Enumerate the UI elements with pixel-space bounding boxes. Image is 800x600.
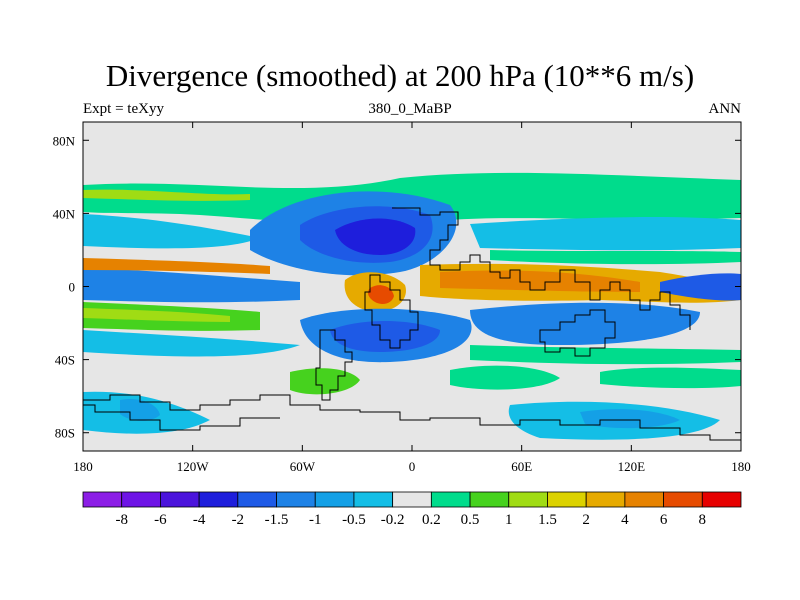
field-band-northmid-green-east bbox=[490, 250, 741, 265]
colorbar-label: -8 bbox=[115, 512, 128, 528]
field-band-indian-negative bbox=[470, 302, 700, 345]
colorbar-label: -0.2 bbox=[381, 512, 405, 528]
colorbar-swatch bbox=[82, 491, 123, 508]
coastline-africa bbox=[364, 274, 419, 349]
colorbar-swatch bbox=[237, 491, 277, 508]
colorbar-swatch bbox=[392, 491, 432, 508]
field-band-northmid-negative bbox=[83, 214, 260, 249]
lon-tick-label: 180 bbox=[731, 459, 751, 474]
field-blob-southmid-green bbox=[290, 368, 360, 395]
colorbar: -8 -6 -4 -2 -1.5 -1 -0.5 -0.2 0.2 0.5 1 1.5 2 4 6 8 bbox=[82, 491, 742, 528]
lon-tick-label: 0 bbox=[409, 459, 416, 474]
field-blob-southmid-green-center bbox=[450, 365, 560, 390]
colorbar-label: -1 bbox=[309, 512, 322, 528]
colorbar-swatch bbox=[701, 491, 742, 508]
colorbar-label: 4 bbox=[621, 512, 629, 528]
colorbar-label: -0.5 bbox=[342, 512, 366, 528]
field-band-southsub-negative bbox=[83, 330, 300, 357]
field-band-equatorial-negative bbox=[83, 268, 300, 303]
lat-tick-label: 0 bbox=[69, 280, 76, 295]
coastline-southamerica bbox=[315, 329, 353, 401]
colorbar-swatch bbox=[314, 491, 355, 508]
experiment-label: Expt = teXyy bbox=[83, 101, 164, 117]
field-blob-africa-positive-core bbox=[367, 285, 394, 304]
colorbar-swatch bbox=[508, 491, 548, 508]
field-blob-southmid-green-east bbox=[600, 367, 741, 389]
colorbar-label: 8 bbox=[699, 512, 707, 528]
colorbar-label: -6 bbox=[154, 512, 167, 528]
axis-ticks: 180 120W 60W 0 60E 120E 180 80N 40N 0 40S 80S bbox=[53, 122, 751, 474]
lat-tick-label: 80S bbox=[55, 426, 75, 441]
colorbar-label: -1.5 bbox=[265, 512, 289, 528]
colorbar-label: -2 bbox=[232, 512, 245, 528]
field-band-north-yellowgreen bbox=[83, 189, 250, 201]
colorbar-label: -4 bbox=[193, 512, 206, 528]
colorbar-label: 0.5 bbox=[461, 512, 480, 528]
field-blob-antarctic-east-strong bbox=[580, 409, 680, 429]
field-band-northmid-negative-east bbox=[470, 217, 741, 251]
field-band-indian-positive bbox=[470, 345, 741, 365]
colorbar-label: 6 bbox=[660, 512, 668, 528]
coastline-eurasia bbox=[392, 207, 691, 330]
lat-tick-label: 80N bbox=[53, 133, 76, 148]
colorbar-label: 1.5 bbox=[538, 512, 557, 528]
field-band-southsub-yellow bbox=[83, 308, 230, 322]
lat-tick-label: 40S bbox=[55, 353, 75, 368]
divergence-field bbox=[83, 122, 741, 451]
time-label: 380_0_MaBP bbox=[368, 101, 452, 117]
coastlines bbox=[83, 207, 741, 441]
colorbar-swatch bbox=[469, 491, 510, 508]
field-blob-atlantic-core bbox=[335, 218, 416, 255]
field-band-equatorial-positive-west bbox=[83, 258, 270, 274]
lon-tick-label: 120W bbox=[177, 459, 210, 474]
coastline-antarctica bbox=[83, 394, 741, 441]
colorbar-swatch bbox=[547, 491, 587, 508]
colorbar-label: 2 bbox=[582, 512, 590, 528]
lat-tick-label: 40N bbox=[53, 206, 76, 221]
colorbar-swatch bbox=[663, 491, 703, 508]
coastline-australia bbox=[539, 309, 616, 357]
season-label: ANN bbox=[708, 101, 742, 117]
colorbar-swatch bbox=[121, 491, 161, 508]
field-band-pacific-negative-east bbox=[660, 273, 741, 301]
colorbar-swatch bbox=[198, 491, 239, 508]
colorbar-swatch bbox=[276, 491, 316, 508]
colorbar-swatch bbox=[353, 491, 394, 508]
colorbar-label: 0.2 bbox=[422, 512, 441, 528]
coastline-northamerica bbox=[83, 404, 280, 431]
lon-tick-label: 60W bbox=[290, 459, 316, 474]
lon-tick-label: 120E bbox=[618, 459, 646, 474]
colorbar-swatch bbox=[160, 491, 200, 508]
lon-tick-label: 180 bbox=[73, 459, 93, 474]
colorbar-swatch bbox=[585, 491, 626, 508]
colorbar-label: 1 bbox=[505, 512, 513, 528]
lon-tick-label: 60E bbox=[511, 459, 532, 474]
colorbar-swatch bbox=[430, 491, 471, 508]
map-title: Divergence (smoothed) at 200 hPa (10**6 … bbox=[105, 58, 695, 93]
field-blob-southatlantic-strong bbox=[330, 321, 440, 352]
colorbar-swatch bbox=[624, 491, 664, 508]
